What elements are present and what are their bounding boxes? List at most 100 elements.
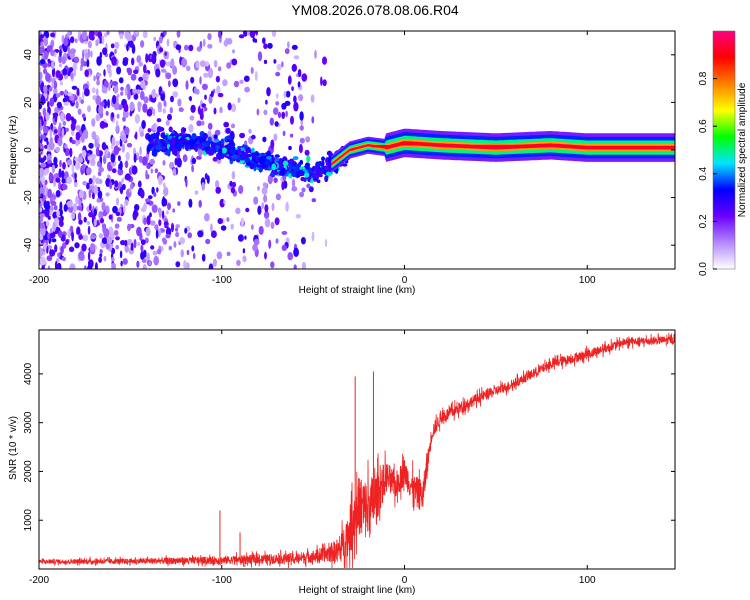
spectrogram-noise-cell [291,63,297,72]
spectrogram-noise-cell [86,59,90,68]
spectrogram-noise-cell [81,243,87,252]
spectrogram-noise-cell [80,99,84,105]
spectrogram-noise-cell [226,38,233,45]
spectrogram-noise-cell [159,47,164,53]
spectrogram-noise-cell [106,235,113,245]
spectrogram-noise-cell [86,167,92,176]
spectrogram-noise-cell [76,226,81,235]
spectrogram-noise-cell [96,143,101,149]
spectrogram-noise-cell [285,110,288,118]
spectrogram-noise-cell [142,249,147,258]
spectrogram-noise-cell [60,246,64,255]
spectrogram-noise-cell [310,94,315,103]
spectrogram-noise-cell [212,156,218,162]
spectrogram-noise-cell [62,120,67,126]
spectrogram-noise-cell [139,131,144,137]
snr-x-ticks: -200 -100 0 100 [29,330,596,586]
spectrogram-noise-cell [160,93,166,101]
spectrogram-noise-cell [71,231,74,242]
spectrogram-noise-cell [142,264,147,269]
spectrogram-noise-cell [324,238,328,248]
colorbar-frame [712,30,736,270]
spectrogram-noise-cell [293,55,300,60]
spectrogram-noise-cell [235,207,241,215]
spectrogram-band-cell [208,149,215,156]
spectrogram-band-cell [300,176,306,182]
spectrogram-noise-cell [122,110,129,119]
spectrogram-noise-cell [143,96,149,104]
spectrogram-noise-cell [219,106,223,114]
spectrogram-noise-cell [136,226,142,237]
spectrogram-band-cell [292,161,297,166]
spectrogram-band-cell [167,150,171,157]
spectrogram-noise-cell [158,208,162,218]
spectrogram-noise-cell [111,112,114,118]
spectrogram-noise-cell [39,167,45,178]
spectrogram-noise-cell [39,103,43,110]
spectrogram-noise-cell [119,160,123,171]
spectrogram-band-cell [214,139,220,143]
spectrogram-noise-cell [251,224,254,230]
spectrogram-noise-cell [93,218,97,227]
spectrogram-noise-cell [101,35,105,45]
spectrogram-band-cell [186,141,193,145]
spectrogram-noise-cell [204,213,210,222]
spectrogram-noise-cell [299,125,304,131]
spectrogram-noise-cell [153,255,159,266]
spectrogram-noise-cell [168,80,171,88]
spectrogram-noise-cell [62,68,68,76]
spectrogram-noise-cell [125,151,130,161]
spectrogram-noise-cell [189,115,195,121]
spectrogram-noise-cell [130,184,134,189]
spectrogram-noise-cell [149,212,152,218]
spectrogram-noise-cell [238,34,245,39]
spectrogram-band-cell [244,157,251,163]
spectrogram-noise-cell [123,204,126,214]
spectrogram-band-cell [196,136,202,140]
spectrogram-band-cell [218,148,223,156]
spectrogram-noise-cell [190,76,195,84]
spectrogram-noise-cell [57,137,63,147]
spectrogram-noise-cell [253,196,259,205]
spectrogram-noise-cell [299,191,305,198]
spectrogram-noise-cell [39,158,45,163]
spectrogram-band-cell [335,168,339,174]
spectrogram-noise-cell [282,130,286,137]
spectrogram-noise-cell [50,200,57,206]
spectrogram-noise-cell [94,262,98,269]
spectrogram-noise-cell [314,49,317,60]
spectrogram-noise-cell [111,168,117,174]
spectrogram-noise-cell [207,33,212,41]
spectrogram-noise-cell [304,149,310,156]
spectrogram-noise-cell [115,211,121,217]
spectrogram-noise-cell [47,232,50,240]
spectrogram-noise-cell [226,217,230,222]
spectrogram-noise-cell [120,260,123,267]
spectrogram-noise-cell [137,180,142,188]
spectrogram-y-tick-label: 20 [23,96,34,108]
spectrogram-noise-cell [87,225,91,235]
spectrogram-noise-cell [161,237,167,243]
spectrogram-band-cell [315,166,320,173]
spectrogram-noise-cell [48,141,55,151]
snr-y-tick-label: 3000 [23,411,34,434]
spectrogram-noise-cell [273,59,277,64]
spectrogram-noise-cell [51,238,57,243]
spectrogram-noise-cell [132,88,138,94]
spectrogram-noise-cell [154,168,159,173]
spectrogram-noise-cell [136,55,142,63]
spectrogram-noise-cell [196,120,202,127]
spectrogram-noise-cell [295,214,301,219]
spectrogram-noise-cell [179,237,185,245]
spectrogram-noise-cell [199,60,206,68]
spectrogram-noise-cell [119,135,125,140]
spectrogram-noise-cell [145,53,149,63]
spectrogram-band-cell [179,137,184,142]
spectrogram-noise-cell [59,201,63,211]
spectrogram-noise-cell [175,231,180,238]
spectrogram-noise-cell [78,190,84,199]
spectrogram-noise-cell [270,261,275,269]
spectrogram-noise-cell [106,31,110,36]
spectrogram-noise-cell [180,249,184,258]
